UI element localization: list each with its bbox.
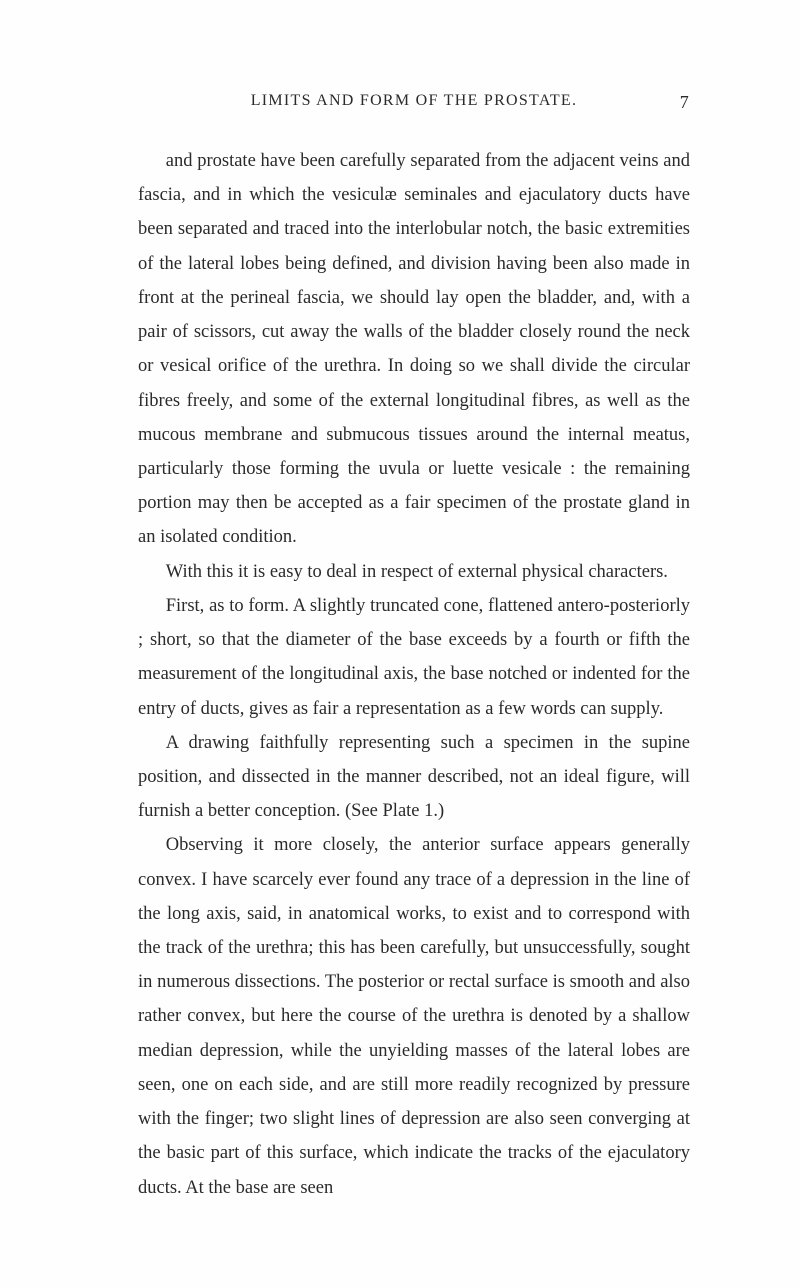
header-title: LIMITS AND FORM OF THE PROSTATE.	[251, 92, 578, 110]
body-paragraph-2: With this it is easy to deal in respect …	[138, 555, 690, 589]
running-header: LIMITS AND FORM OF THE PROSTATE. 7	[138, 92, 690, 110]
body-paragraph-4: A drawing faithfully representing such a…	[138, 726, 690, 829]
body-paragraph-3: First, as to form. A slightly truncated …	[138, 589, 690, 726]
page: LIMITS AND FORM OF THE PROSTATE. 7 and p…	[0, 0, 800, 1288]
body-paragraph-1: and prostate have been carefully separat…	[138, 144, 690, 555]
body-paragraph-5: Observing it more closely, the anterior …	[138, 828, 690, 1204]
page-number: 7	[680, 92, 690, 113]
